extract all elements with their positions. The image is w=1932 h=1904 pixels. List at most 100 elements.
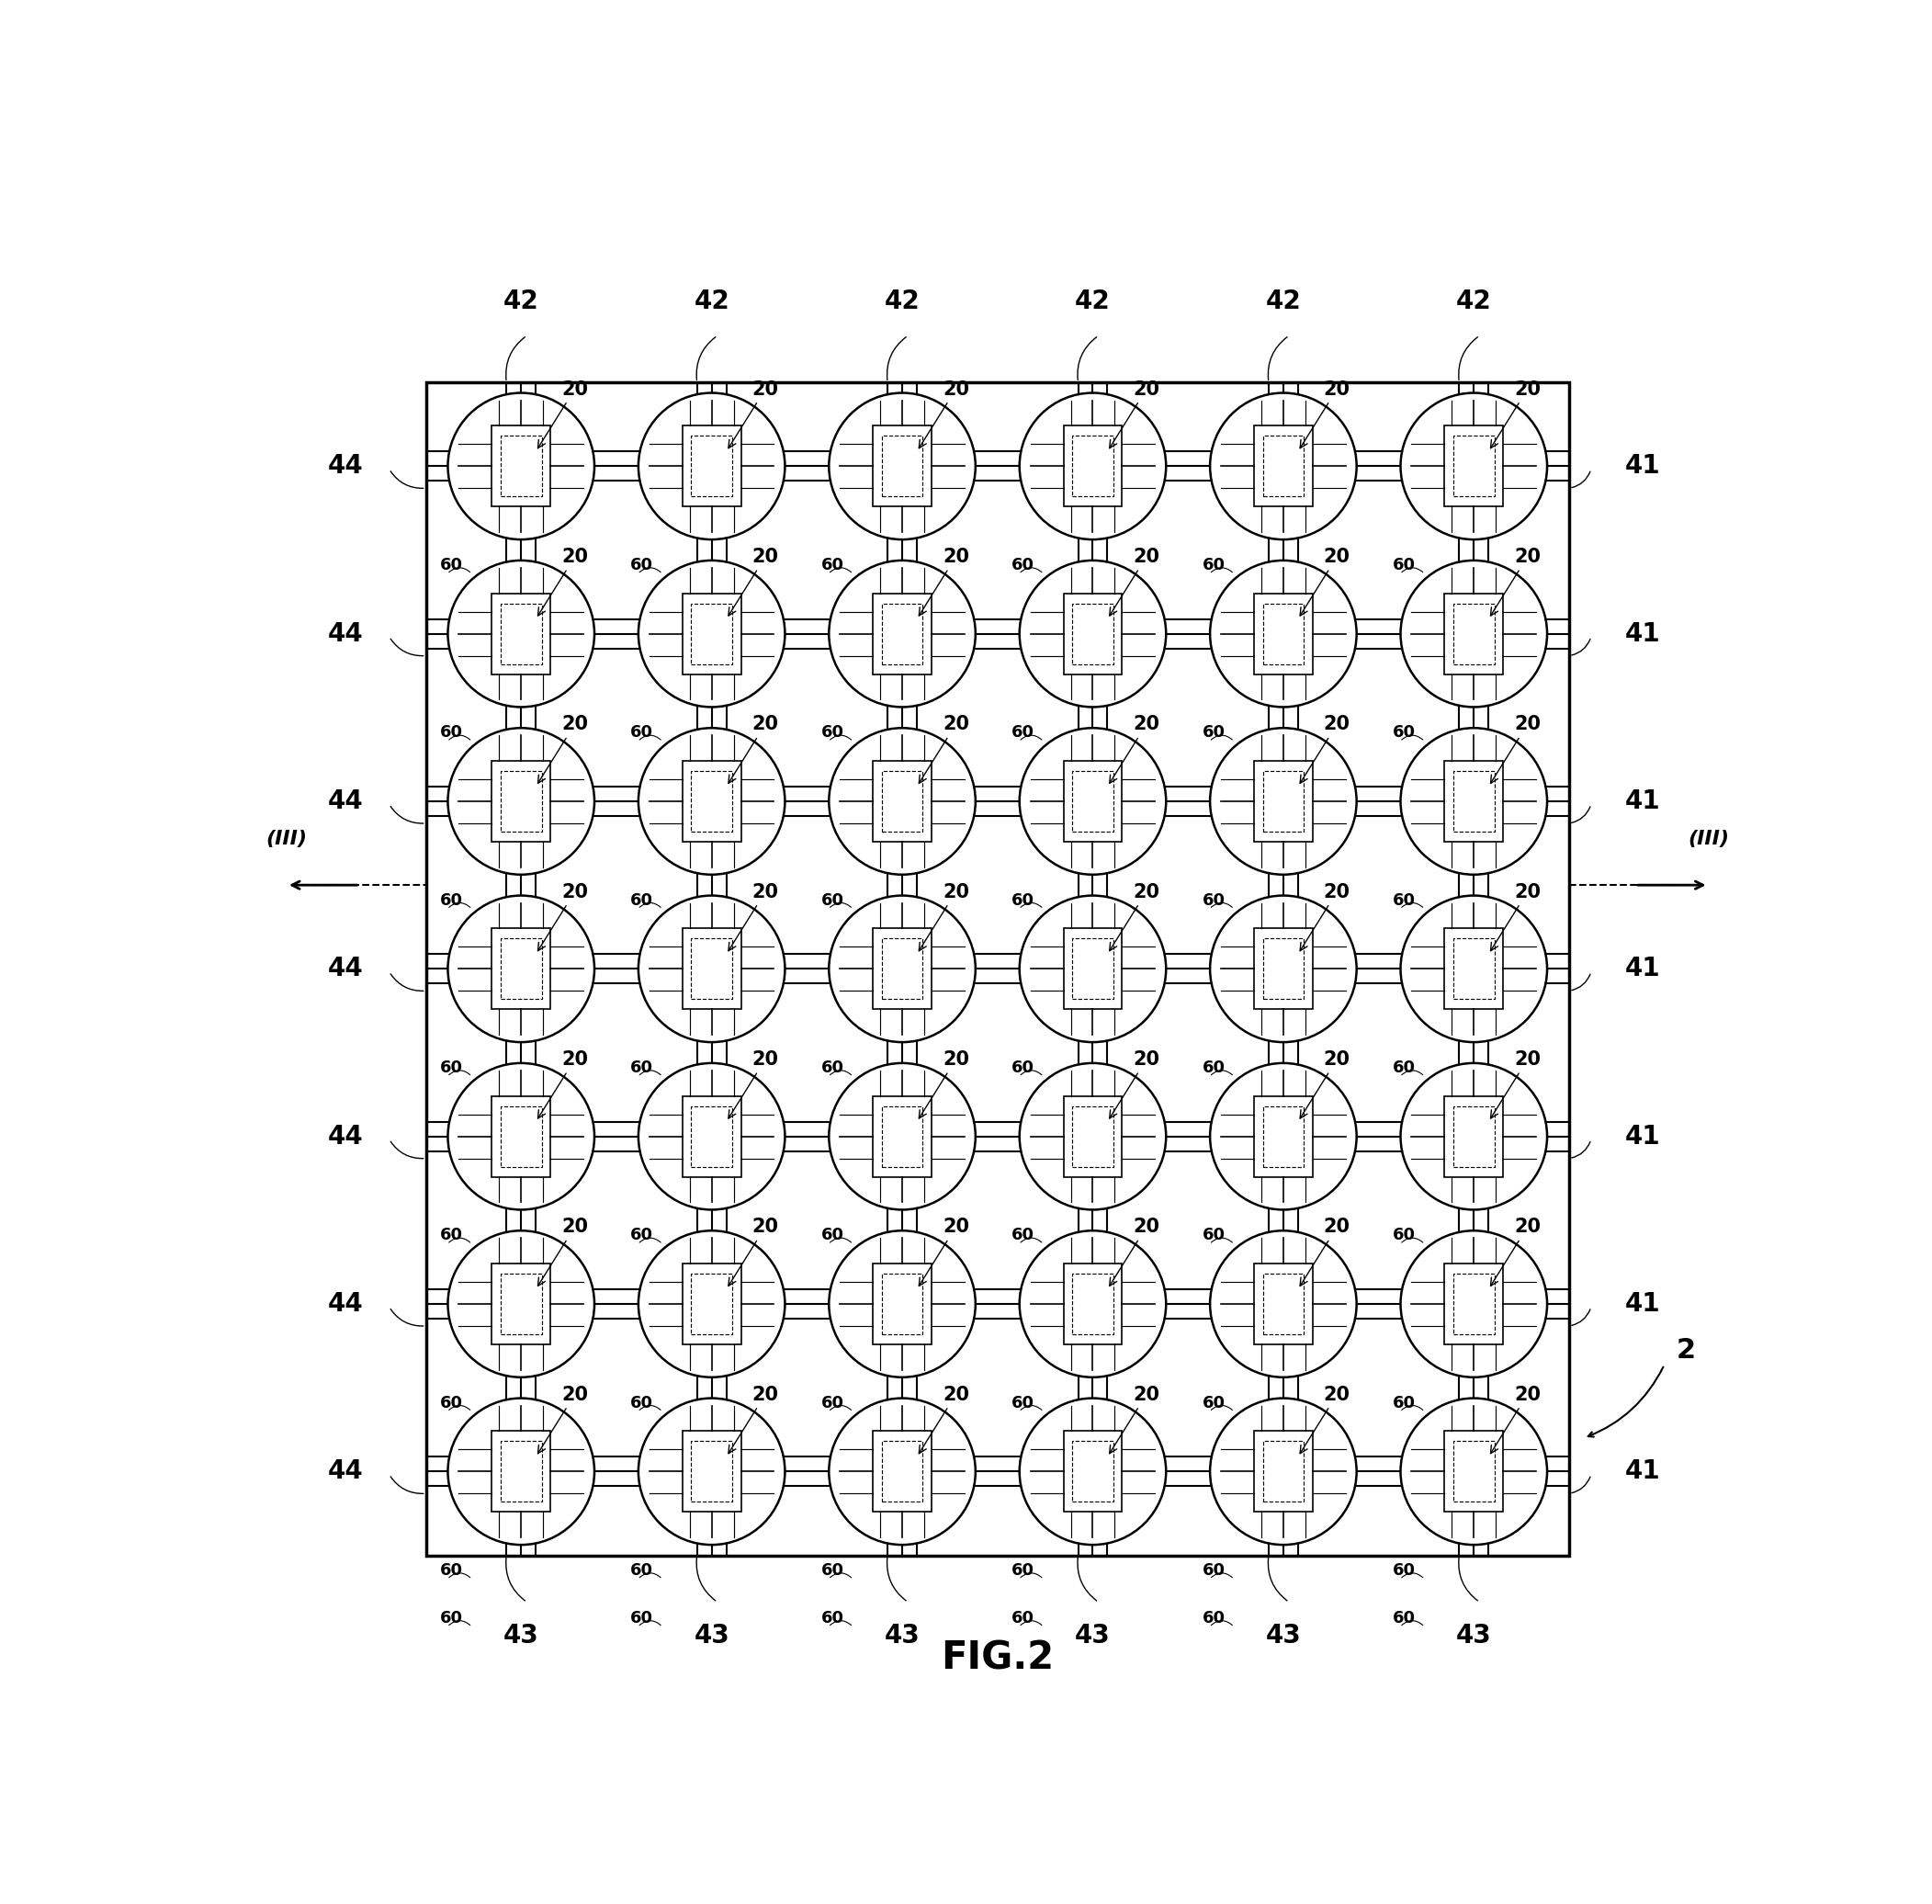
Circle shape — [1209, 1230, 1356, 1377]
Text: 60: 60 — [1393, 1394, 1416, 1411]
Circle shape — [1401, 1062, 1548, 1209]
Text: 60: 60 — [821, 891, 844, 908]
Circle shape — [638, 560, 784, 706]
Bar — [1063, 426, 1122, 506]
Text: 60: 60 — [630, 1394, 653, 1411]
Bar — [692, 1106, 732, 1167]
Text: 20: 20 — [1300, 1386, 1350, 1453]
Text: 60: 60 — [1393, 1059, 1416, 1076]
Text: 42: 42 — [504, 289, 539, 314]
Text: 20: 20 — [1492, 548, 1542, 615]
Bar — [1254, 1432, 1312, 1512]
Bar — [500, 1441, 541, 1502]
Text: 41: 41 — [1625, 956, 1660, 982]
Circle shape — [829, 392, 976, 539]
Text: 60: 60 — [1012, 1611, 1036, 1626]
Bar — [1445, 1432, 1503, 1512]
Text: 60: 60 — [1012, 1561, 1036, 1578]
Text: 60: 60 — [440, 891, 464, 908]
Circle shape — [1209, 560, 1356, 706]
Text: 41: 41 — [1625, 621, 1660, 647]
Text: 20: 20 — [1492, 1051, 1542, 1118]
Text: 60: 60 — [440, 1561, 464, 1578]
Bar — [1063, 1097, 1122, 1177]
Text: 44: 44 — [327, 956, 363, 982]
Bar — [692, 1441, 732, 1502]
Text: 20: 20 — [537, 1386, 587, 1453]
Text: 20: 20 — [728, 883, 779, 950]
Bar — [493, 762, 551, 842]
Bar — [682, 594, 742, 674]
Circle shape — [1209, 727, 1356, 874]
Text: 60: 60 — [630, 891, 653, 908]
Text: 20: 20 — [537, 381, 587, 447]
Circle shape — [448, 727, 595, 874]
Bar — [1264, 436, 1304, 497]
Text: 20: 20 — [1300, 883, 1350, 950]
Text: 60: 60 — [630, 1059, 653, 1076]
Circle shape — [829, 727, 976, 874]
Text: 60: 60 — [1393, 1611, 1416, 1626]
Circle shape — [1209, 895, 1356, 1041]
Circle shape — [1401, 560, 1548, 706]
Bar — [1072, 1441, 1113, 1502]
Text: 60: 60 — [821, 1226, 844, 1243]
Text: 20: 20 — [920, 548, 970, 615]
Circle shape — [448, 560, 595, 706]
Text: 60: 60 — [1202, 1226, 1225, 1243]
Text: (III): (III) — [267, 830, 307, 849]
Circle shape — [1209, 392, 1356, 539]
Text: 60: 60 — [1012, 891, 1036, 908]
Text: 60: 60 — [821, 1059, 844, 1076]
Text: 60: 60 — [1012, 556, 1036, 573]
Bar — [1453, 1106, 1493, 1167]
Text: 20: 20 — [537, 883, 587, 950]
Bar — [1072, 1274, 1113, 1335]
Text: 60: 60 — [630, 1561, 653, 1578]
Bar — [1063, 762, 1122, 842]
Text: 60: 60 — [440, 1611, 464, 1626]
Bar — [873, 1097, 931, 1177]
Bar — [493, 1264, 551, 1344]
Bar — [881, 1274, 923, 1335]
Bar — [425, 383, 1569, 1556]
Bar — [1254, 1097, 1312, 1177]
Text: 20: 20 — [1109, 1386, 1159, 1453]
Bar — [682, 762, 742, 842]
Bar — [493, 426, 551, 506]
Circle shape — [448, 895, 595, 1041]
Circle shape — [1209, 1062, 1356, 1209]
Text: 20: 20 — [537, 1219, 587, 1285]
Circle shape — [1020, 1230, 1167, 1377]
Bar — [500, 436, 541, 497]
Text: 20: 20 — [1109, 716, 1159, 783]
Circle shape — [1401, 1230, 1548, 1377]
Text: 60: 60 — [630, 1226, 653, 1243]
Circle shape — [448, 1230, 595, 1377]
Bar — [692, 436, 732, 497]
Text: 60: 60 — [440, 724, 464, 741]
Text: 20: 20 — [1300, 548, 1350, 615]
Bar — [682, 1264, 742, 1344]
Bar — [692, 939, 732, 1000]
Text: 44: 44 — [327, 621, 363, 647]
Text: 20: 20 — [1300, 1219, 1350, 1285]
Circle shape — [1020, 895, 1167, 1041]
Circle shape — [448, 1062, 595, 1209]
Text: 20: 20 — [728, 548, 779, 615]
Text: 20: 20 — [1109, 883, 1159, 950]
Text: 20: 20 — [537, 716, 587, 783]
Circle shape — [638, 895, 784, 1041]
Text: 60: 60 — [821, 1394, 844, 1411]
Bar — [1453, 1274, 1493, 1335]
Bar — [682, 1097, 742, 1177]
Text: 20: 20 — [728, 716, 779, 783]
Text: 60: 60 — [1012, 1394, 1036, 1411]
Text: 60: 60 — [821, 1561, 844, 1578]
Circle shape — [1020, 1398, 1167, 1544]
Text: 41: 41 — [1625, 1458, 1660, 1485]
Text: 20: 20 — [728, 381, 779, 447]
Text: 20: 20 — [1300, 1051, 1350, 1118]
Circle shape — [638, 727, 784, 874]
Text: 20: 20 — [920, 1051, 970, 1118]
